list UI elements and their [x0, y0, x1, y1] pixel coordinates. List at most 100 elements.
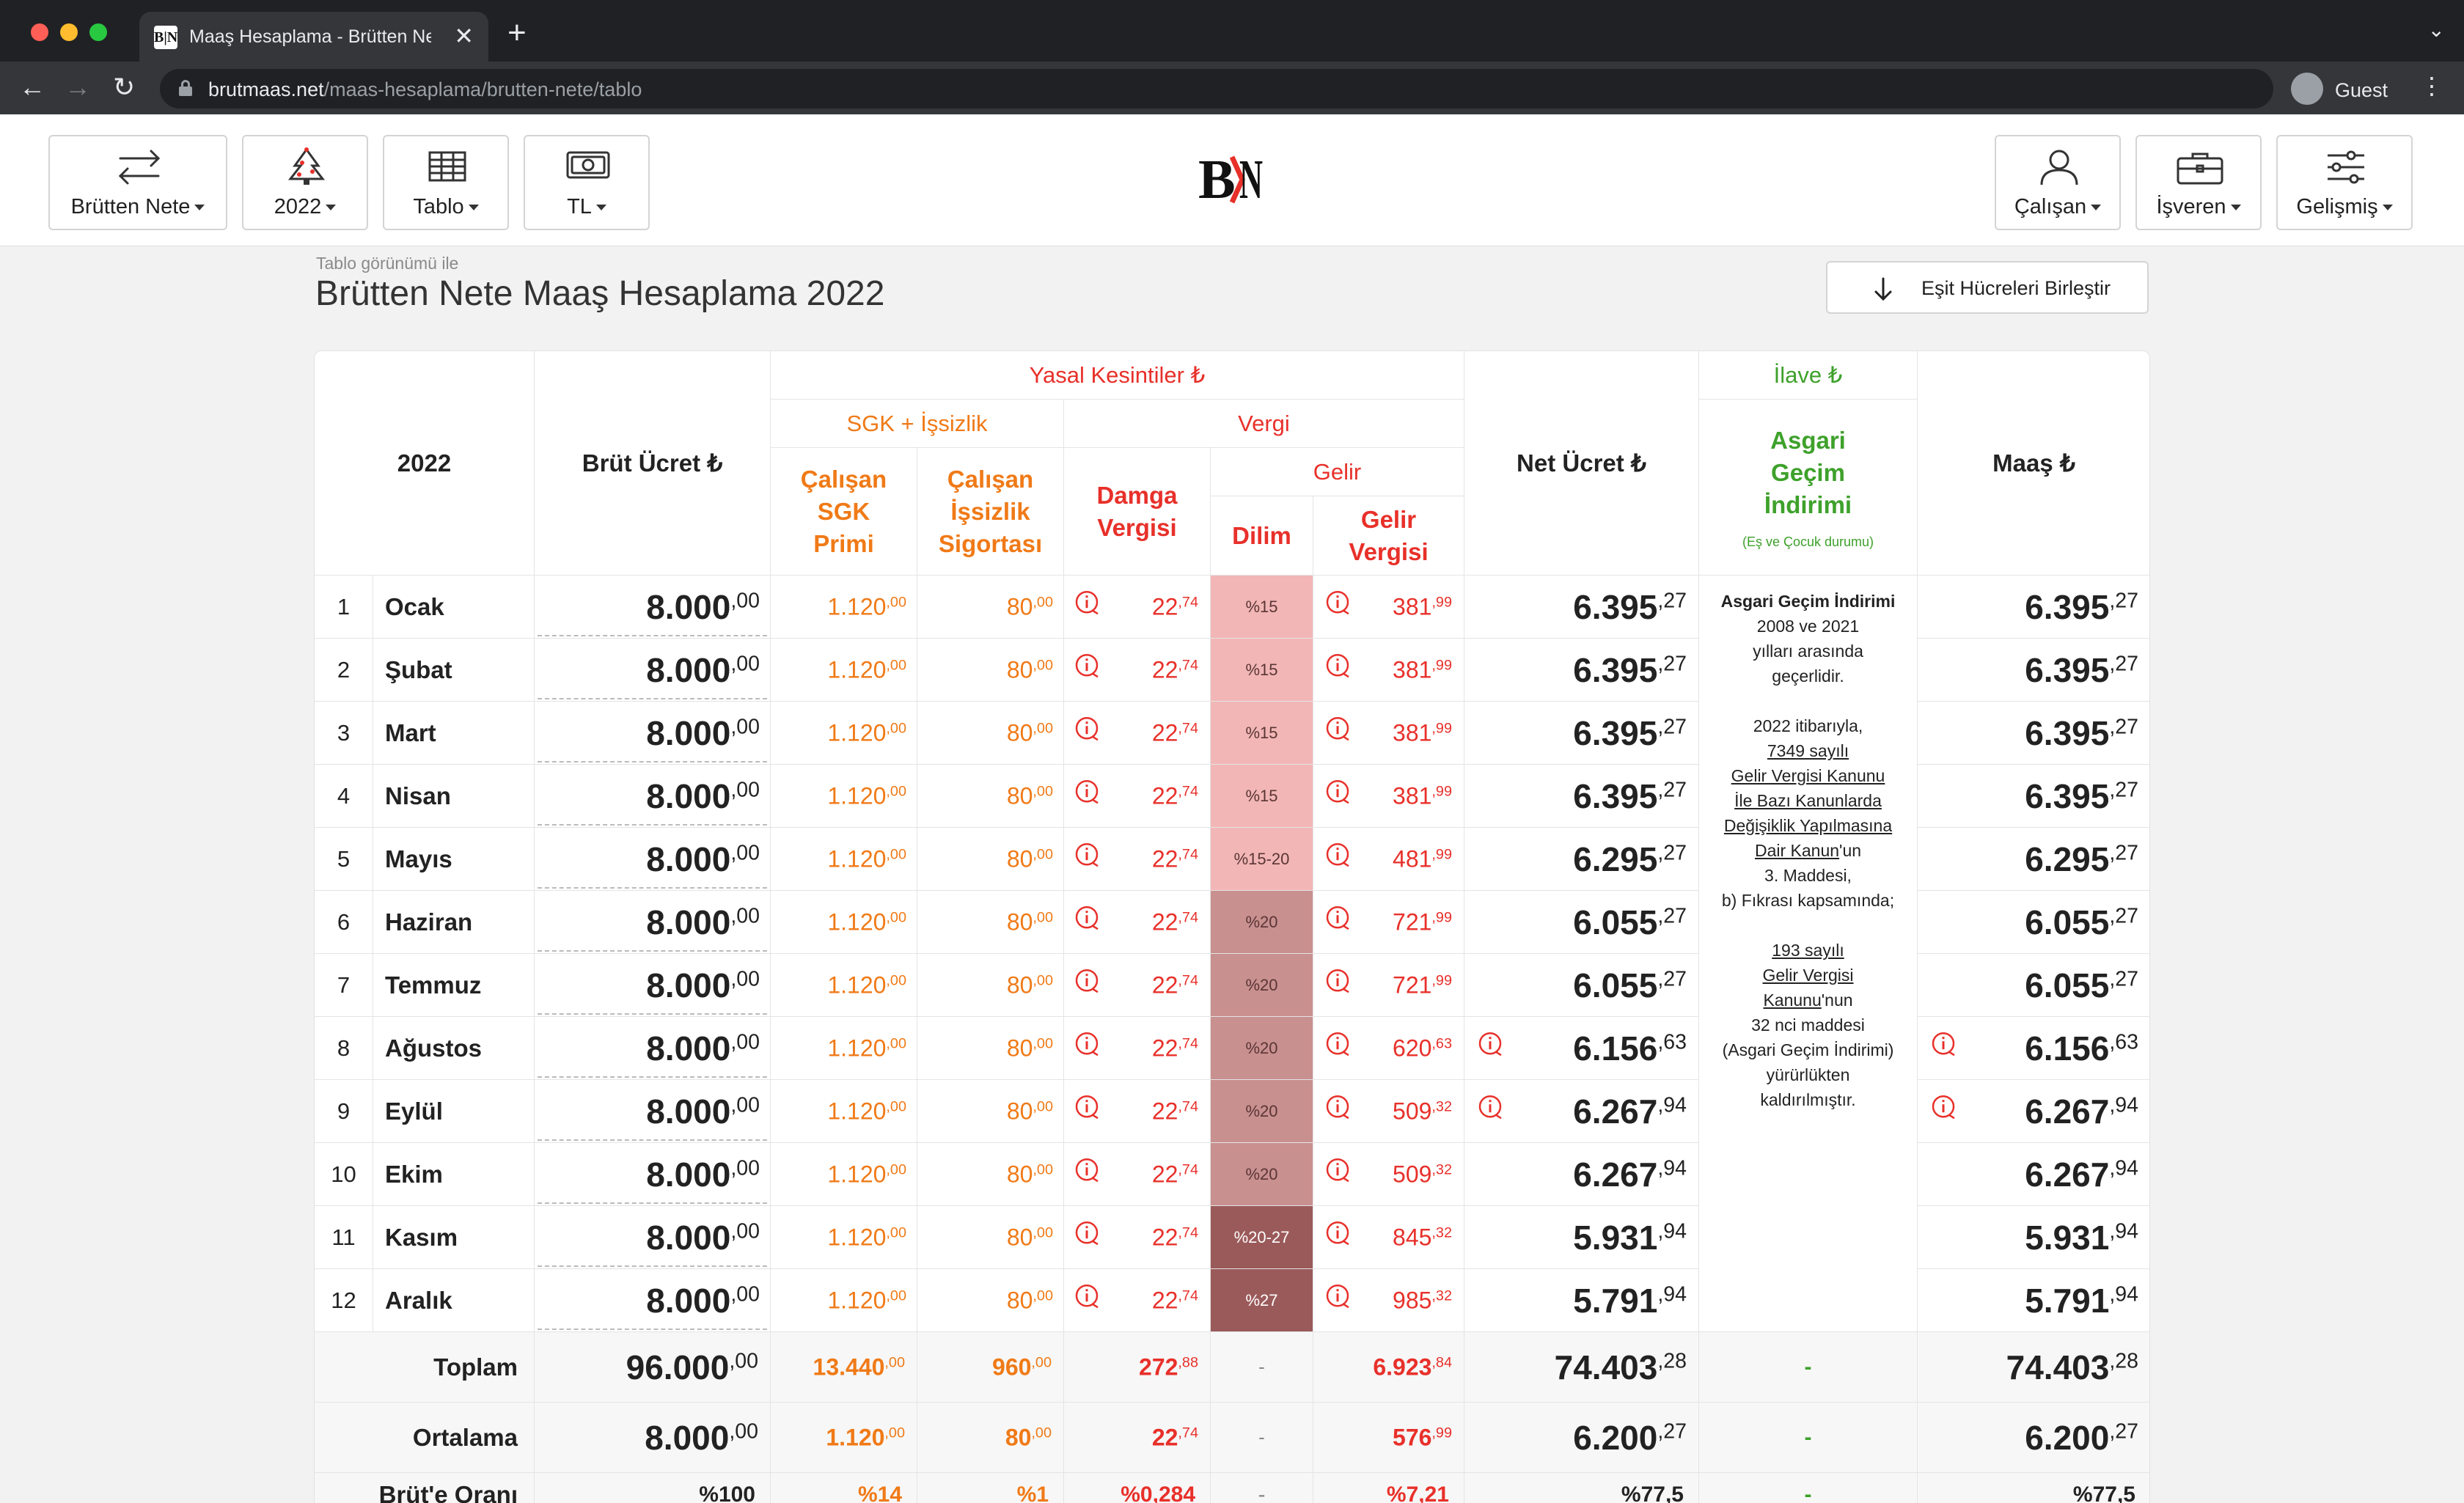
- gross-input-cell[interactable]: 8.000,00: [535, 1017, 771, 1080]
- currency-dropdown[interactable]: TL: [524, 135, 650, 230]
- tab-search-chevron-icon[interactable]: ⌄: [2427, 18, 2445, 41]
- forward-icon[interactable]: →: [65, 72, 91, 102]
- advanced-dropdown[interactable]: Gelişmiş: [2276, 135, 2413, 230]
- income-info-icon[interactable]: [1325, 1283, 1350, 1308]
- summary-gross-value: %100: [699, 1482, 755, 1503]
- stamp-info-icon[interactable]: [1074, 968, 1099, 993]
- salary-value: 6.156,63: [2025, 1029, 2138, 1068]
- row-month: Nisan: [385, 782, 451, 809]
- maximize-window-button[interactable]: [89, 23, 107, 41]
- stamp-info-icon[interactable]: [1074, 905, 1099, 930]
- law-link[interactable]: İle Bazı Kanunlarda: [1734, 791, 1882, 810]
- law-link[interactable]: 193 sayılı: [1772, 941, 1844, 960]
- stamp-info-icon[interactable]: [1074, 842, 1099, 867]
- agi-note-line: 2022 itibarıyla,: [1699, 713, 1917, 738]
- calc-direction-dropdown[interactable]: Brütten Nete: [48, 135, 227, 230]
- salary-value-int: 5.791: [2025, 1281, 2110, 1320]
- stamp-tax-value-int: 22: [1151, 1287, 1178, 1313]
- salary-info-icon[interactable]: [1931, 1094, 1956, 1119]
- gross-input-cell[interactable]: 8.000,00: [535, 954, 771, 1017]
- income-tax-value: 620,63: [1393, 1035, 1452, 1062]
- header-legal-deductions: Yasal Kesintiler ₺: [771, 351, 1464, 400]
- stamp-info-icon[interactable]: [1074, 1094, 1099, 1119]
- net-cell: 6.267,94: [1464, 1080, 1699, 1143]
- law-link[interactable]: 7349 sayılı: [1767, 741, 1849, 760]
- row-number: 1: [337, 593, 351, 620]
- income-tax-value: 509,32: [1393, 1098, 1452, 1125]
- gross-input-cell[interactable]: 8.000,00: [535, 828, 771, 891]
- income-tax-cell: 509,32: [1313, 1143, 1464, 1206]
- reload-icon[interactable]: ↻: [113, 72, 136, 102]
- svg-text:N: N: [1239, 149, 1263, 210]
- income-info-icon[interactable]: [1325, 1094, 1350, 1119]
- income-info-icon[interactable]: [1325, 968, 1350, 993]
- gross-input-cell[interactable]: 8.000,00: [535, 1269, 771, 1332]
- gross-input-cell[interactable]: 8.000,00: [535, 1206, 771, 1269]
- income-tax-value: 381,99: [1393, 719, 1452, 746]
- unemployment-cell: 80,00: [917, 1269, 1064, 1332]
- url-field[interactable]: brutmaas.net/maas-hesaplama/brutten-nete…: [160, 69, 2273, 109]
- stamp-info-icon[interactable]: [1074, 716, 1099, 741]
- year-dropdown[interactable]: 2022: [242, 135, 368, 230]
- profile-button[interactable]: Guest: [2291, 69, 2416, 109]
- income-info-icon[interactable]: [1325, 589, 1350, 614]
- stamp-info-icon[interactable]: [1074, 653, 1099, 677]
- input-underline: [538, 1202, 767, 1204]
- minimize-window-button[interactable]: [60, 23, 78, 41]
- view-dropdown[interactable]: Tablo: [383, 135, 509, 230]
- stamp-info-icon[interactable]: [1074, 779, 1099, 804]
- agi-note-line: Değişiklik Yapılmasına: [1699, 813, 1917, 838]
- stamp-info-icon[interactable]: [1074, 1031, 1099, 1056]
- gross-input-cell[interactable]: 8.000,00: [535, 891, 771, 954]
- net-info-icon[interactable]: [1478, 1094, 1503, 1119]
- salary-cell: 6.156,63: [1918, 1017, 2149, 1080]
- briefcase-icon: [2177, 152, 2223, 185]
- income-info-icon[interactable]: [1325, 716, 1350, 741]
- site-logo[interactable]: B N: [1198, 147, 1263, 213]
- stamp-info-icon[interactable]: [1074, 1220, 1099, 1245]
- salary-info-icon[interactable]: [1931, 1031, 1956, 1056]
- law-link[interactable]: Dair Kanun: [1754, 841, 1840, 860]
- law-link[interactable]: Değişiklik Yapılmasına: [1723, 816, 1893, 835]
- income-info-icon[interactable]: [1325, 905, 1350, 930]
- law-link[interactable]: Gelir Vergisi Kanunu: [1731, 766, 1885, 785]
- stamp-info-icon[interactable]: [1074, 589, 1099, 614]
- income-tax-value-int: 381: [1393, 593, 1432, 620]
- close-window-button[interactable]: [31, 23, 48, 41]
- gross-input-cell[interactable]: 8.000,00: [535, 639, 771, 702]
- gross-value-int: 8.000: [646, 903, 731, 941]
- summary-sgk-value: 13.440,00: [813, 1353, 905, 1381]
- net-info-icon[interactable]: [1478, 1031, 1503, 1056]
- gross-input-cell[interactable]: 8.000,00: [535, 1080, 771, 1143]
- gross-input-cell[interactable]: 8.000,00: [535, 576, 771, 639]
- summary-sgk-value-dec: ,00: [884, 1425, 905, 1441]
- income-info-icon[interactable]: [1325, 1220, 1350, 1245]
- summary-agi-value: -: [1804, 1354, 1812, 1379]
- currency-label: TL: [567, 195, 592, 218]
- summary-ratio-label: Brüt'e Oranı: [315, 1473, 535, 1503]
- back-icon[interactable]: ←: [19, 72, 45, 102]
- income-info-icon[interactable]: [1325, 842, 1350, 867]
- income-info-icon[interactable]: [1325, 1031, 1350, 1056]
- browser-tab[interactable]: B|N Maaş Hesaplama - Brütten Net ✕: [139, 12, 488, 62]
- income-info-icon[interactable]: [1325, 779, 1350, 804]
- merge-cells-button[interactable]: Eşit Hücreleri Birleştir: [1826, 261, 2149, 314]
- stamp-info-icon[interactable]: [1074, 1157, 1099, 1182]
- new-tab-icon[interactable]: +: [507, 15, 527, 51]
- more-menu-icon[interactable]: ⋮: [2420, 73, 2443, 99]
- income-info-icon[interactable]: [1325, 653, 1350, 677]
- income-tax-value: 381,99: [1393, 656, 1452, 683]
- law-link[interactable]: Kanunu: [1763, 991, 1822, 1010]
- close-tab-icon[interactable]: ✕: [454, 23, 474, 49]
- employee-dropdown[interactable]: Çalışan: [1995, 135, 2121, 230]
- law-link[interactable]: Gelir Vergisi: [1762, 966, 1854, 985]
- gross-input-cell[interactable]: 8.000,00: [535, 765, 771, 828]
- net-value-int: 6.055: [1573, 966, 1658, 1004]
- stamp-tax-cell: 22,74: [1064, 576, 1211, 639]
- employer-dropdown[interactable]: İşveren: [2135, 135, 2262, 230]
- gross-input-cell[interactable]: 8.000,00: [535, 1143, 771, 1206]
- gross-input-cell[interactable]: 8.000,00: [535, 702, 771, 765]
- income-info-icon[interactable]: [1325, 1157, 1350, 1182]
- stamp-info-icon[interactable]: [1074, 1283, 1099, 1308]
- table-row-no: 4: [315, 765, 373, 828]
